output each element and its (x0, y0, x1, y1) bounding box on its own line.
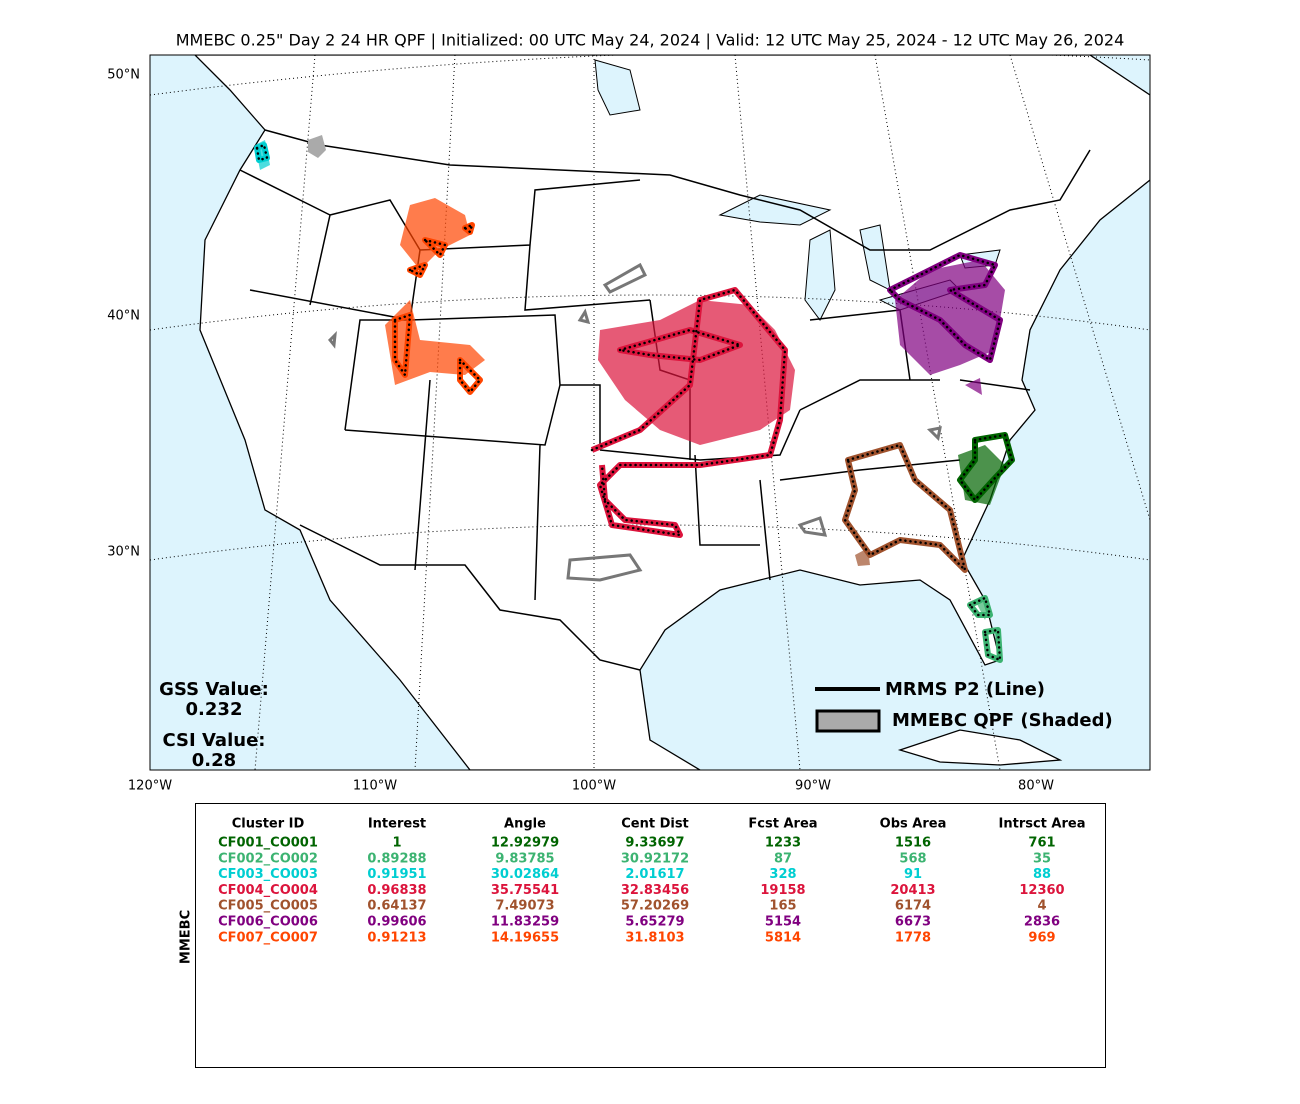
table-cell: 0.96838 (367, 883, 426, 898)
table-cell: 19158 (760, 883, 805, 898)
map-frame (149, 54, 1151, 771)
table-frame (195, 803, 1106, 1068)
observed-cluster-dots (255, 143, 269, 162)
lon-label: 110°W (353, 779, 397, 794)
table-cell: 1233 (765, 836, 801, 851)
table-cell: 11.83259 (491, 915, 559, 930)
table-cell: 0.64137 (367, 899, 426, 914)
lon-label: 80°W (1018, 779, 1054, 794)
table-cell: 0.89288 (367, 851, 426, 866)
table-cell: CF003_CO003 (218, 867, 318, 882)
map-title: MMEBC 0.25" Day 2 24 HR QPF | Initialize… (176, 31, 1125, 50)
observed-cluster-dots (843, 443, 967, 572)
table-cell: CF004_CO004 (218, 883, 318, 898)
graticule-labels: 50°N 40°N 30°N 120°W 110°W 100°W 90°W 80°W (107, 68, 1054, 794)
observed-cluster-dots (968, 596, 1002, 662)
table-cell: 14.19655 (491, 930, 559, 945)
legend-label: MRMS P2 (Line) (885, 679, 1045, 700)
observed-cluster-dots (958, 433, 1014, 502)
column-header: Intrsct Area (999, 817, 1086, 832)
table-cell: 2.01617 (625, 867, 684, 882)
column-header: Fcst Area (748, 817, 817, 832)
table-cell: 5.65279 (625, 915, 684, 930)
table-cell: 30.02864 (491, 867, 559, 882)
shaded-region (308, 135, 326, 158)
table-cell: 568 (899, 851, 926, 866)
table-cell: 328 (769, 867, 796, 882)
cuba (897, 729, 1063, 766)
lat-label: 40°N (107, 309, 140, 324)
table-cell: 0.91951 (367, 867, 426, 882)
score-label: GSS Value: (159, 679, 269, 700)
forecast-region (598, 300, 795, 445)
borders (264, 129, 1091, 671)
table-cell: 1778 (895, 930, 931, 945)
table-cell: 165 (769, 899, 796, 914)
table-cell: 31.8103 (625, 930, 684, 945)
table-cell: 761 (1028, 836, 1055, 851)
observed-cluster-dots (590, 288, 787, 537)
column-header: Cluster ID (232, 817, 305, 832)
lon-label: 120°W (128, 779, 172, 794)
column-header: Cent Dist (621, 817, 689, 832)
table-cell: CF001_CO001 (218, 836, 318, 851)
table-cell: 1 (392, 836, 401, 851)
lon-label: 100°W (572, 779, 616, 794)
table: Cluster ID Interest Angle Cent Dist Fcst Are… (218, 817, 1085, 946)
table-cell: 7.49073 (495, 899, 554, 914)
table-cell: 9.83785 (495, 851, 554, 866)
column-header: Interest (368, 817, 426, 832)
table-cell: 2836 (1024, 915, 1060, 930)
table-cell: 91 (904, 867, 922, 882)
hudson-bay (594, 59, 641, 116)
table-cell: 35.75541 (491, 883, 559, 898)
table-side-label: MMEBC (179, 910, 194, 964)
legend-label: MMEBC QPF (Shaded) (892, 710, 1113, 731)
legend-swatch (815, 709, 881, 733)
observed-cluster-dots (888, 253, 1002, 362)
column-header: Angle (504, 817, 546, 832)
table-cell: 6673 (895, 915, 931, 930)
table-cell: 0.91213 (367, 930, 426, 945)
table-cell: 1516 (895, 836, 931, 851)
table-cell: 30.92172 (621, 851, 689, 866)
table-cell: 32.83456 (621, 883, 689, 898)
lat-label: 50°N (107, 68, 140, 83)
table-cell: 87 (774, 851, 792, 866)
lon-label: 90°W (795, 779, 831, 794)
table-cell: 20413 (890, 883, 935, 898)
table-cell: CF005_CO005 (218, 899, 318, 914)
score-value: 0.28 (192, 750, 236, 771)
table-cell: 88 (1033, 867, 1051, 882)
table-cell: 57.20269 (621, 899, 689, 914)
table-cell: 12360 (1019, 883, 1064, 898)
map: 50°N 40°N 30°N 120°W 110°W 100°W 90°W 80°W MRMS… (107, 54, 1151, 794)
observed-region (327, 262, 942, 582)
table-cell: 35 (1033, 851, 1051, 866)
table-cell: 6174 (895, 899, 931, 914)
table-cell: CF002_CO002 (218, 851, 318, 866)
table-cell: 969 (1028, 930, 1055, 945)
table-cell: 9.33697 (625, 836, 684, 851)
observed-cluster-dots (393, 223, 482, 394)
table-cell: 4 (1037, 899, 1046, 914)
table-cell: 0.99606 (367, 915, 426, 930)
table-cell: 5154 (765, 915, 801, 930)
table-cell: CF007_CO007 (218, 930, 318, 945)
table-cell: CF006_CO006 (218, 915, 318, 930)
lat-label: 30°N (107, 545, 140, 560)
table-cell: 12.92979 (491, 836, 559, 851)
table-cell: 5814 (765, 930, 801, 945)
column-header: Obs Area (880, 817, 947, 832)
score-label: CSI Value: (163, 730, 266, 751)
score-value: 0.232 (186, 699, 243, 720)
